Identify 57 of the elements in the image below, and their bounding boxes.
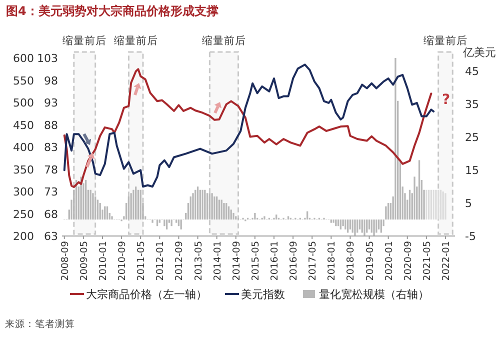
band-label: 缩量前后 bbox=[114, 34, 158, 47]
x-tick-label: 2020-09 bbox=[402, 241, 414, 281]
y3-tick-label: 5 bbox=[465, 197, 472, 210]
y3-tick-label: -5 bbox=[465, 230, 476, 243]
y-tick-label: 550 bbox=[13, 74, 34, 88]
x-tick-label: 2018-09 bbox=[346, 241, 357, 281]
x-tick-label: 2012-01 bbox=[155, 241, 166, 281]
legend-label: 量化宽松规模（右轴） bbox=[319, 288, 429, 301]
band-label: 缩量前后 bbox=[423, 34, 468, 47]
y-tick-label: 450 bbox=[13, 118, 34, 132]
y2-tick-label: 78 bbox=[44, 163, 58, 176]
legend-label: 美元指数 bbox=[241, 288, 285, 301]
y2-tick-label: 98 bbox=[44, 74, 58, 88]
y-tick-label: 250 bbox=[13, 208, 34, 221]
x-tick-label: 2016-01 bbox=[269, 241, 280, 281]
y-tick-label: 200 bbox=[13, 230, 34, 243]
x-tick-label: 2017-05 bbox=[308, 241, 319, 281]
source-note: 来源：笔者测算 bbox=[5, 318, 75, 330]
band-label: 缩量前后 bbox=[62, 34, 107, 47]
x-tick-label: 2011-05 bbox=[136, 241, 148, 281]
x-tick-label: 2015-05 bbox=[250, 241, 262, 281]
chart-title: 图4：美元弱势对大宗商品价格形成支撑 bbox=[6, 4, 218, 18]
x-tick-label: 2016-09 bbox=[288, 241, 300, 281]
x-tick-label: 2014-09 bbox=[231, 241, 242, 281]
legend-label: 大宗商品价格（左一轴） bbox=[86, 288, 207, 301]
annotation: ? bbox=[442, 92, 450, 108]
y-tick-label: 300 bbox=[13, 186, 34, 198]
y2-tick-label: 88 bbox=[44, 118, 58, 132]
x-tick-label: 2019-05 bbox=[364, 241, 376, 281]
x-tick-label: 2020-01 bbox=[384, 241, 395, 281]
y-tick-label: 600 bbox=[13, 52, 34, 65]
y-tick-label: 400 bbox=[13, 141, 34, 154]
y3-axis-title: 亿美元 bbox=[462, 46, 496, 59]
x-tick-label: 2014-01 bbox=[212, 241, 224, 281]
y3-tick-label: 45 bbox=[465, 65, 479, 78]
y3-tick-label: 25 bbox=[465, 131, 479, 144]
y-tick-label: 350 bbox=[13, 163, 34, 176]
x-tick-label: 2012-09 bbox=[174, 241, 186, 281]
y2-tick-label: 103 bbox=[37, 52, 58, 65]
x-tick-label: 2021-05 bbox=[422, 241, 433, 281]
y2-tick-label: 73 bbox=[44, 186, 58, 198]
y3-tick-label: 35 bbox=[465, 98, 479, 112]
x-tick-label: 2010-01 bbox=[98, 241, 109, 281]
x-tick-label: 2010-09 bbox=[117, 241, 128, 281]
x-tick-label: 2009-05 bbox=[78, 241, 90, 281]
y2-tick-label: 63 bbox=[44, 230, 58, 243]
y2-tick-label: 93 bbox=[44, 96, 58, 110]
x-tick-label: 2008-09 bbox=[60, 241, 71, 281]
y2-tick-label: 83 bbox=[44, 141, 58, 154]
x-tick-label: 2013-05 bbox=[193, 241, 204, 281]
y2-tick-label: 68 bbox=[44, 208, 58, 221]
band-label: 缩量前后 bbox=[202, 34, 246, 47]
y-tick-label: 500 bbox=[13, 96, 34, 110]
band: 缩量前后 bbox=[202, 35, 246, 235]
x-tick-label: 2018-01 bbox=[326, 241, 338, 281]
y3-tick-label: 15 bbox=[465, 164, 479, 178]
x-tick-label: 2022-01 bbox=[440, 241, 452, 281]
